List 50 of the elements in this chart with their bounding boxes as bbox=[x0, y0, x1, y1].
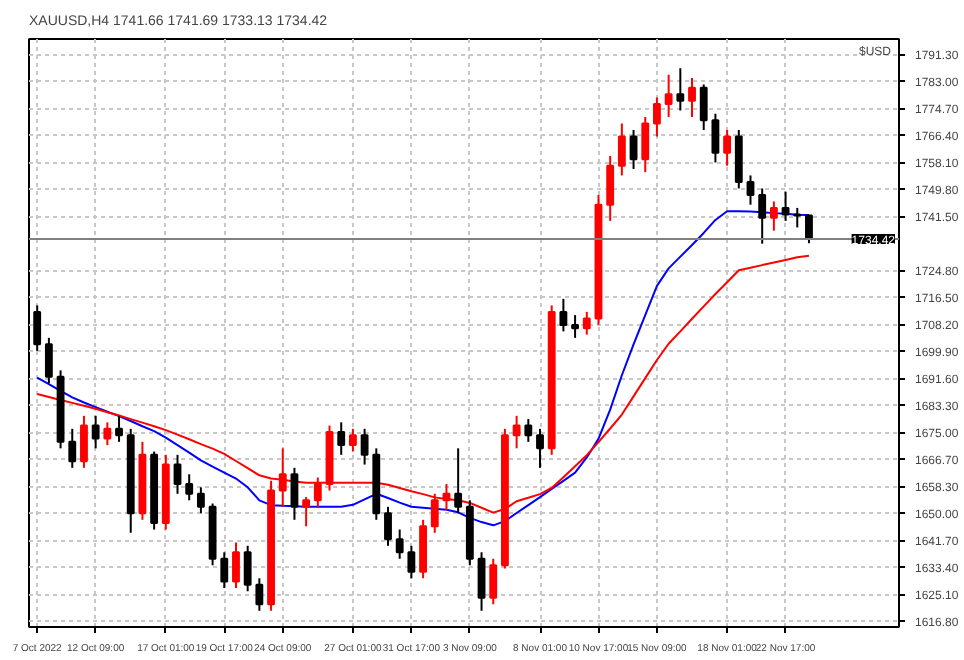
candlestick bbox=[524, 418, 533, 443]
candlestick bbox=[115, 414, 123, 443]
candlestick bbox=[606, 154, 615, 222]
candlestick bbox=[419, 518, 427, 580]
candlestick bbox=[536, 427, 544, 469]
candlestick bbox=[384, 505, 392, 547]
candlestick bbox=[196, 486, 205, 515]
candlestick bbox=[793, 206, 802, 229]
candlestick bbox=[711, 112, 720, 164]
candlestick bbox=[185, 473, 194, 502]
candlestick bbox=[559, 297, 568, 333]
candlestick bbox=[220, 551, 229, 590]
candlestick bbox=[360, 427, 369, 466]
candlestick bbox=[103, 421, 112, 447]
candlestick bbox=[734, 128, 743, 190]
candlestick bbox=[477, 551, 486, 612]
candlestick bbox=[44, 336, 53, 385]
candlestick bbox=[641, 115, 650, 174]
candlestick bbox=[290, 466, 299, 521]
candlestick bbox=[80, 414, 88, 469]
candlestick bbox=[676, 67, 685, 112]
candlestick bbox=[255, 577, 264, 612]
candlestick bbox=[723, 128, 732, 167]
candlestick bbox=[699, 83, 708, 131]
candlestick bbox=[243, 544, 252, 593]
candlestick bbox=[688, 76, 696, 118]
candlestick bbox=[758, 187, 767, 245]
candlestick bbox=[582, 310, 591, 336]
candlestick bbox=[33, 304, 42, 352]
candlestick bbox=[664, 73, 673, 118]
candlestick bbox=[302, 496, 311, 528]
candlestick bbox=[617, 122, 626, 177]
candlestick bbox=[313, 476, 322, 508]
candlestick bbox=[68, 427, 77, 469]
candlestick bbox=[769, 200, 778, 232]
candlestick bbox=[454, 447, 463, 515]
candlestick bbox=[512, 414, 521, 450]
candlestick bbox=[337, 421, 346, 456]
candlestick bbox=[805, 214, 813, 245]
candlestick bbox=[571, 314, 580, 339]
candlestick bbox=[91, 414, 100, 450]
candlestick bbox=[653, 96, 661, 138]
candlestick bbox=[489, 557, 498, 606]
candlestick bbox=[407, 544, 416, 580]
candlestick bbox=[395, 528, 404, 560]
candlestick bbox=[629, 128, 638, 170]
candlestick bbox=[278, 447, 287, 508]
candlestick bbox=[232, 541, 240, 590]
candlestick bbox=[746, 174, 755, 206]
candlestick bbox=[348, 427, 357, 453]
